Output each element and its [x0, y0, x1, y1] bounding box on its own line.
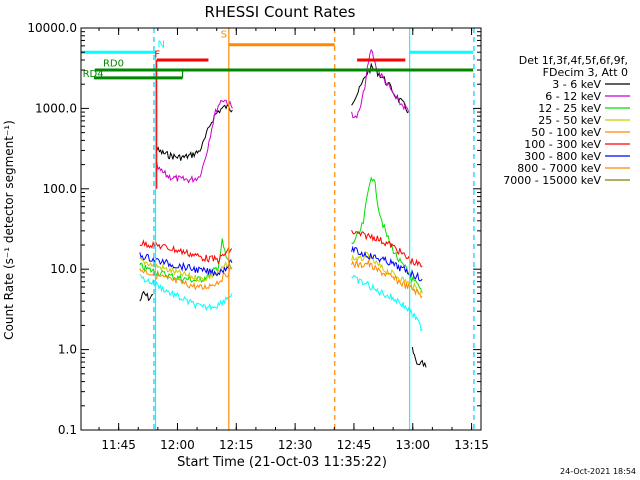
- series-line-0-1: [155, 103, 233, 161]
- legend-label-8: 7000 - 15000 keV: [503, 174, 601, 187]
- step-label-0: N: [157, 40, 164, 51]
- legend-label-6: 300 - 800 keV: [524, 150, 601, 163]
- legend-header-1: FDecim 3, Att 0: [543, 66, 628, 79]
- series-line-6-1: [351, 245, 423, 282]
- step-label-4: RD4: [83, 69, 104, 80]
- series-line-2-1: [351, 176, 423, 294]
- step-label-3: RD0: [103, 59, 124, 70]
- legend-label-7: 800 - 7000 keV: [517, 162, 601, 175]
- legend-header-0: Det 1f,3f,4f,5f,6f,9f,: [519, 54, 628, 67]
- chart-title: RHESSI Count Rates: [205, 3, 356, 21]
- series-line-0-3: [411, 347, 427, 368]
- series-line-0-2: [351, 62, 409, 114]
- x-axis-label: Start Time (21-Oct-03 11:35:22): [177, 455, 387, 470]
- x-tick-label-1: 12:00: [160, 438, 195, 452]
- y-tick-label-3: 100.0: [43, 182, 77, 196]
- series-line-1-0: [155, 99, 233, 184]
- series-line-9-1: [351, 274, 423, 332]
- legend-label-5: 100 - 300 keV: [524, 138, 601, 151]
- x-tick-label-3: 12:30: [278, 438, 313, 452]
- legend-label-1: 6 - 12 keV: [545, 90, 601, 103]
- y-tick-label-1: 1.0: [58, 343, 77, 357]
- series-line-5-1: [351, 229, 423, 268]
- series-line-1-1: [351, 48, 409, 119]
- axes-layer: 11:45 12:00 12:15 12:30 12:45 13:00 13:15 0.1 1.…: [27, 21, 489, 452]
- series-layer: [139, 48, 427, 368]
- legend-label-0: 3 - 6 keV: [552, 78, 601, 91]
- footer-timestamp: 24-Oct-2021 18:54: [560, 467, 636, 476]
- series-line-0-0: [139, 290, 154, 302]
- plot-frame: [80, 27, 482, 431]
- x-tick-label-4: 12:45: [337, 438, 372, 452]
- y-tick-label-2: 10.0: [50, 262, 77, 276]
- y-tick-label-4: 1000.0: [35, 101, 77, 115]
- legend: Det 1f,3f,4f,5f,6f,9f,FDecim 3, Att 03 -…: [503, 54, 630, 187]
- legend-label-2: 12 - 25 keV: [538, 102, 601, 115]
- x-tick-label-6: 13:15: [454, 438, 489, 452]
- series-line-3-1: [351, 251, 423, 295]
- series-line-4-1: [351, 259, 423, 299]
- markers-layer: [153, 28, 475, 430]
- legend-label-3: 25 - 50 keV: [538, 114, 601, 127]
- x-tick-label-0: 11:45: [101, 438, 136, 452]
- step-label-2: S: [221, 30, 227, 41]
- x-tick-label-5: 13:00: [395, 438, 430, 452]
- y-tick-label-5: 10000.0: [27, 21, 77, 35]
- legend-label-4: 50 - 100 keV: [531, 126, 601, 139]
- step-label-1: F: [154, 49, 160, 60]
- y-tick-label-0: 0.1: [58, 423, 77, 437]
- x-tick-label-2: 12:15: [219, 438, 254, 452]
- y-axis-label: Count Rate (s⁻¹ detector segment⁻¹): [2, 120, 16, 340]
